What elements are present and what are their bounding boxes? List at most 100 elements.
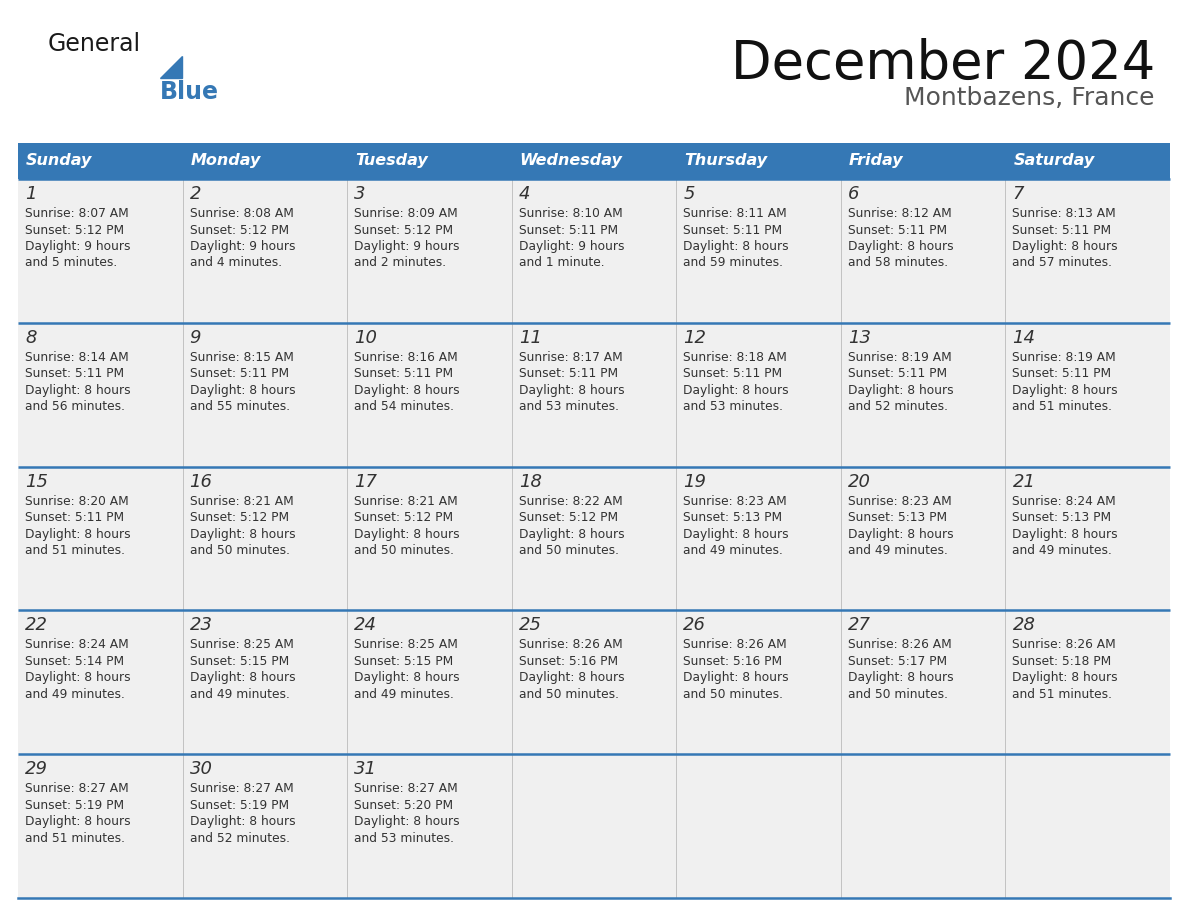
Text: Sunrise: 8:24 AM: Sunrise: 8:24 AM [1012, 495, 1117, 508]
Text: 27: 27 [848, 616, 871, 634]
Text: and 51 minutes.: and 51 minutes. [1012, 688, 1112, 701]
Text: and 4 minutes.: and 4 minutes. [190, 256, 282, 270]
Text: Sunrise: 8:24 AM: Sunrise: 8:24 AM [25, 638, 128, 652]
Text: Sunrise: 8:27 AM: Sunrise: 8:27 AM [354, 782, 457, 795]
Text: Sunset: 5:11 PM: Sunset: 5:11 PM [25, 367, 124, 380]
Text: and 50 minutes.: and 50 minutes. [190, 544, 290, 557]
Text: and 5 minutes.: and 5 minutes. [25, 256, 118, 270]
Text: Friday: Friday [849, 153, 904, 169]
Text: Daylight: 8 hours: Daylight: 8 hours [25, 528, 131, 541]
Text: Sunset: 5:12 PM: Sunset: 5:12 PM [354, 511, 454, 524]
Text: and 51 minutes.: and 51 minutes. [25, 832, 125, 845]
Text: Sunrise: 8:19 AM: Sunrise: 8:19 AM [1012, 351, 1117, 364]
Text: and 58 minutes.: and 58 minutes. [848, 256, 948, 270]
Text: Thursday: Thursday [684, 153, 767, 169]
Text: and 53 minutes.: and 53 minutes. [683, 400, 783, 413]
Text: Sunset: 5:11 PM: Sunset: 5:11 PM [683, 367, 783, 380]
Text: Sunrise: 8:12 AM: Sunrise: 8:12 AM [848, 207, 952, 220]
Text: 29: 29 [25, 760, 48, 778]
Text: and 52 minutes.: and 52 minutes. [190, 832, 290, 845]
Text: Daylight: 8 hours: Daylight: 8 hours [354, 815, 460, 828]
Text: and 50 minutes.: and 50 minutes. [519, 544, 619, 557]
Text: Sunrise: 8:09 AM: Sunrise: 8:09 AM [354, 207, 457, 220]
Text: 8: 8 [25, 329, 37, 347]
Text: Blue: Blue [160, 80, 219, 104]
Text: Daylight: 8 hours: Daylight: 8 hours [519, 384, 625, 397]
Text: Sunrise: 8:23 AM: Sunrise: 8:23 AM [683, 495, 786, 508]
Text: Daylight: 8 hours: Daylight: 8 hours [354, 528, 460, 541]
Text: Sunset: 5:12 PM: Sunset: 5:12 PM [190, 511, 289, 524]
Text: Daylight: 8 hours: Daylight: 8 hours [1012, 528, 1118, 541]
Text: 17: 17 [354, 473, 377, 490]
Text: Sunrise: 8:26 AM: Sunrise: 8:26 AM [848, 638, 952, 652]
Text: and 59 minutes.: and 59 minutes. [683, 256, 783, 270]
Text: Daylight: 8 hours: Daylight: 8 hours [190, 671, 295, 685]
Text: Sunset: 5:20 PM: Sunset: 5:20 PM [354, 799, 454, 812]
Text: Sunset: 5:11 PM: Sunset: 5:11 PM [1012, 367, 1112, 380]
Text: Sunset: 5:12 PM: Sunset: 5:12 PM [354, 223, 454, 237]
Text: Sunrise: 8:18 AM: Sunrise: 8:18 AM [683, 351, 788, 364]
Text: Daylight: 9 hours: Daylight: 9 hours [190, 240, 295, 253]
Text: Daylight: 8 hours: Daylight: 8 hours [1012, 240, 1118, 253]
Text: 31: 31 [354, 760, 377, 778]
Bar [18, 143, 1170, 179]
Text: Daylight: 8 hours: Daylight: 8 hours [25, 384, 131, 397]
Text: Sunrise: 8:20 AM: Sunrise: 8:20 AM [25, 495, 128, 508]
Text: Sunrise: 8:27 AM: Sunrise: 8:27 AM [25, 782, 128, 795]
Text: Sunset: 5:11 PM: Sunset: 5:11 PM [354, 367, 454, 380]
Text: 5: 5 [683, 185, 695, 203]
Text: 13: 13 [848, 329, 871, 347]
Text: 15: 15 [25, 473, 48, 490]
Text: Sunrise: 8:10 AM: Sunrise: 8:10 AM [519, 207, 623, 220]
Text: and 54 minutes.: and 54 minutes. [354, 400, 454, 413]
Text: Daylight: 8 hours: Daylight: 8 hours [683, 240, 789, 253]
Text: Sunset: 5:19 PM: Sunset: 5:19 PM [190, 799, 289, 812]
Text: 6: 6 [848, 185, 859, 203]
Text: Sunrise: 8:27 AM: Sunrise: 8:27 AM [190, 782, 293, 795]
Text: Daylight: 8 hours: Daylight: 8 hours [683, 384, 789, 397]
Text: 7: 7 [1012, 185, 1024, 203]
Text: and 1 minute.: and 1 minute. [519, 256, 605, 270]
Text: Daylight: 8 hours: Daylight: 8 hours [683, 671, 789, 685]
Text: Sunset: 5:11 PM: Sunset: 5:11 PM [519, 367, 618, 380]
Text: Sunset: 5:13 PM: Sunset: 5:13 PM [848, 511, 947, 524]
Text: Sunrise: 8:17 AM: Sunrise: 8:17 AM [519, 351, 623, 364]
Text: 21: 21 [1012, 473, 1036, 490]
Text: 20: 20 [848, 473, 871, 490]
Text: 9: 9 [190, 329, 201, 347]
Bar [18, 755, 1170, 898]
Text: Sunset: 5:11 PM: Sunset: 5:11 PM [848, 223, 947, 237]
Text: and 57 minutes.: and 57 minutes. [1012, 256, 1112, 270]
Text: 12: 12 [683, 329, 707, 347]
Bar [18, 179, 1170, 323]
Text: and 49 minutes.: and 49 minutes. [683, 544, 783, 557]
Text: Sunrise: 8:14 AM: Sunrise: 8:14 AM [25, 351, 128, 364]
Text: and 53 minutes.: and 53 minutes. [519, 400, 619, 413]
Text: 23: 23 [190, 616, 213, 634]
Polygon shape [160, 56, 182, 78]
Text: and 50 minutes.: and 50 minutes. [848, 688, 948, 701]
Bar [18, 323, 1170, 466]
Text: Daylight: 8 hours: Daylight: 8 hours [354, 671, 460, 685]
Text: and 50 minutes.: and 50 minutes. [683, 688, 783, 701]
Text: 19: 19 [683, 473, 707, 490]
Text: 24: 24 [354, 616, 377, 634]
Text: Sunset: 5:12 PM: Sunset: 5:12 PM [190, 223, 289, 237]
Text: Daylight: 8 hours: Daylight: 8 hours [190, 528, 295, 541]
Text: and 51 minutes.: and 51 minutes. [1012, 400, 1112, 413]
Text: Montbazens, France: Montbazens, France [904, 86, 1155, 110]
Text: 3: 3 [354, 185, 366, 203]
Text: Daylight: 8 hours: Daylight: 8 hours [848, 671, 954, 685]
Text: Sunrise: 8:16 AM: Sunrise: 8:16 AM [354, 351, 457, 364]
Text: Sunrise: 8:11 AM: Sunrise: 8:11 AM [683, 207, 786, 220]
Text: Sunset: 5:11 PM: Sunset: 5:11 PM [683, 223, 783, 237]
Text: and 49 minutes.: and 49 minutes. [848, 544, 948, 557]
Text: Sunrise: 8:26 AM: Sunrise: 8:26 AM [683, 638, 786, 652]
Text: and 49 minutes.: and 49 minutes. [190, 688, 290, 701]
Text: Sunrise: 8:26 AM: Sunrise: 8:26 AM [519, 638, 623, 652]
Text: 30: 30 [190, 760, 213, 778]
Text: Daylight: 8 hours: Daylight: 8 hours [1012, 671, 1118, 685]
Text: Daylight: 8 hours: Daylight: 8 hours [848, 528, 954, 541]
Text: 18: 18 [519, 473, 542, 490]
Text: Sunset: 5:11 PM: Sunset: 5:11 PM [1012, 223, 1112, 237]
